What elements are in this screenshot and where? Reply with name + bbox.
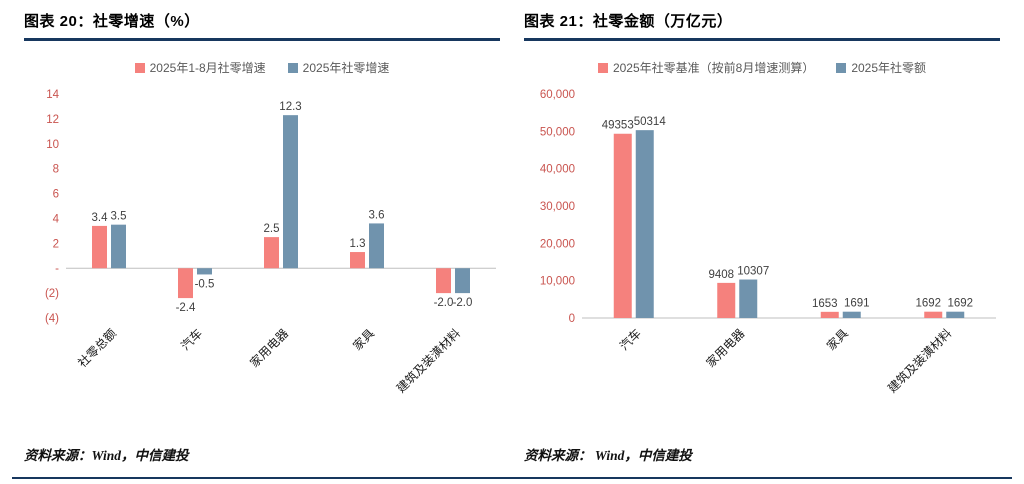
bar [350,252,365,269]
y-tick-label: 60,000 [540,89,575,101]
value-label: 1692 [915,298,941,310]
value-label: 50314 [634,116,667,128]
bar [264,237,279,269]
x-category-label: 汽车 [178,326,206,354]
bar [635,130,654,318]
y-tick-label: 50,000 [540,126,575,138]
bar [283,115,298,269]
legend-label: 2025年社零额 [851,61,927,75]
bar [717,282,736,318]
title-rule-left [24,38,500,41]
legend-label: 2025年1-8月社零增速 [149,61,266,75]
y-tick-label: 12 [46,114,59,126]
x-category-label: 建筑及装潢材料 [393,326,463,396]
chart-svg: 60,000 50,000 40,000 30,000 20,000 10,000 0 493… [540,89,996,396]
x-category-label: 家具 [350,326,378,354]
x-category-label: 社零总额 [75,326,120,371]
y-tick-label: (2) [45,288,59,300]
bottom-rule [12,477,1012,479]
value-label: 1691 [844,298,870,310]
legend-swatch [597,62,608,73]
value-label: 1692 [947,298,973,310]
legend-item: 2025年1-8月社零增速 [134,59,266,76]
figure-title-right: 图表 21：社零金额（万亿元） [524,13,733,30]
value-label: 1653 [812,298,838,310]
y-tick-label: 14 [46,89,59,101]
legend-item: 2025年社零基准（按前8月增速测算） [597,59,815,76]
value-label: -2.0 [453,297,473,309]
chart-legend-left: 2025年1-8月社零增速 2025年社零增速 [24,59,500,76]
y-tick-label: 8 [53,164,59,176]
bar [613,133,632,318]
figure-panel-right: 图表 21：社零金额（万亿元） 2025年社零基准（按前8月增速测算） 2025年… [512,6,1012,474]
y-tick-label: (4) [45,313,59,325]
legend-label: 2025年社零基准（按前8月增速测算） [612,61,815,75]
legend-swatch [836,62,847,73]
bar [739,279,758,318]
bar [820,311,839,318]
chart-legend-right: 2025年社零基准（按前8月增速测算） 2025年社零额 [524,59,1000,76]
bar [197,268,212,275]
x-category-label: 汽车 [616,326,644,354]
value-label: 12.3 [279,101,301,113]
x-category-label: 家具 [823,326,851,354]
y-tick-label: - [55,263,59,275]
bar [946,311,965,318]
value-label: 49353 [602,120,634,132]
value-label: 2.5 [264,223,280,235]
legend-swatch [134,62,145,73]
value-label: 10307 [737,266,769,278]
y-tick-label: 0 [569,313,575,325]
y-tick-label: 20,000 [540,238,575,250]
bar [436,268,451,294]
bar [924,311,943,318]
y-tick-label: 10 [46,139,59,151]
x-category-label: 建筑及装潢材料 [884,326,954,396]
source-note-left: 资料来源：Wind，中信建投 [24,448,189,463]
value-label: -2.0 [434,297,454,309]
value-label: 1.3 [350,238,366,250]
bar [842,311,861,318]
value-label: 3.5 [111,211,127,223]
bar [92,225,107,269]
source-note-right: 资料来源： Wind，中信建投 [524,448,692,463]
legend-item: 2025年社零额 [836,59,926,76]
value-label: 3.6 [369,209,385,221]
value-label: 9408 [708,269,734,281]
bar [455,268,470,294]
y-tick-label: 10,000 [540,276,575,288]
y-tick-label: 30,000 [540,201,575,213]
legend-swatch [287,62,298,73]
figure-title-left: 图表 20：社零增速（%） [24,13,200,30]
bar [111,224,126,269]
x-category-label: 家用电器 [703,326,748,371]
bar [178,268,193,299]
chart-svg: 14 12 10 8 6 4 2 - (2) (4) 3.4 3.5 社零总额 -2.4 -0.5 汽车 2.5… [45,89,496,396]
bar-chart-retail-growth: 14 12 10 8 6 4 2 - (2) (4) 3.4 3.5 社零总额 -2.4 -0.5 汽车 2.5… [24,78,500,423]
legend-label: 2025年社零增速 [302,61,390,75]
y-tick-label: 6 [53,189,59,201]
bar-chart-retail-amount: 60,000 50,000 40,000 30,000 20,000 10,000 0 493… [524,78,1000,423]
y-tick-label: 2 [53,238,59,250]
y-tick-label: 40,000 [540,164,575,176]
x-category-label: 家用电器 [247,326,292,371]
bar [369,223,384,269]
value-label: -2.4 [176,302,196,314]
legend-item: 2025年社零增速 [287,59,390,76]
title-rule-right [524,38,1000,41]
figure-panel-left: 图表 20：社零增速（%） 2025年1-8月社零增速 2025年社零增速 14 1… [12,6,512,474]
value-label: -0.5 [195,278,215,290]
y-tick-label: 4 [53,213,60,225]
value-label: 3.4 [92,212,109,224]
